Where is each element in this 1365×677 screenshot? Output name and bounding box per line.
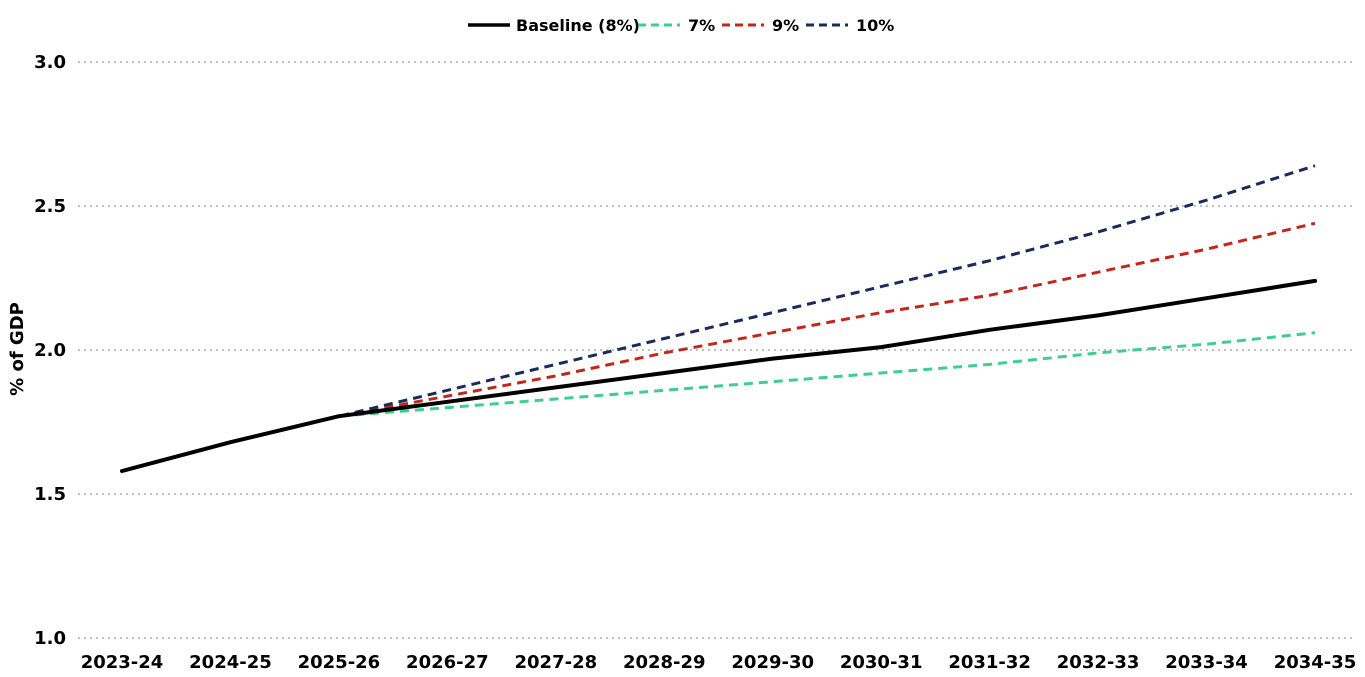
x-tick-label: 2026-27 [406, 652, 489, 673]
legend: Baseline (8%) 7% 9% 10% [468, 16, 894, 35]
x-tick-label: 2032-33 [1057, 652, 1140, 673]
series-line-7 [121, 331, 1316, 473]
x-tick-label: 2033-34 [1165, 652, 1248, 673]
series-lines [120, 164, 1317, 473]
x-tick-label: 2025-26 [298, 652, 381, 673]
x-tick-label: 2023-24 [81, 652, 164, 673]
x-tick-label: 2034-35 [1274, 652, 1357, 673]
x-tick-label: 2030-31 [840, 652, 923, 673]
series-line-9 [121, 221, 1316, 473]
series-line-10 [121, 164, 1316, 473]
y-tick-label: 2.5 [34, 196, 66, 217]
y-axis-label: % of GDP [7, 302, 28, 396]
y-tick-label: 2.0 [34, 340, 66, 361]
y-tick-label: 1.0 [34, 628, 66, 649]
legend-label: 10% [856, 16, 894, 35]
series-line-baseline-8 [120, 278, 1317, 473]
legend-label: 9% [772, 16, 799, 35]
x-axis-tick-labels: 2023-24 2024-25 2025-26 2026-27 2027-28 2028-… [81, 652, 1357, 673]
x-tick-label: 2024-25 [189, 652, 272, 673]
x-tick-label: 2029-30 [731, 652, 814, 673]
x-tick-label: 2028-29 [623, 652, 706, 673]
y-axis-tick-labels: 1.0 1.5 2.0 2.5 3.0 [34, 52, 66, 649]
y-gridlines [78, 61, 1352, 639]
y-tick-label: 3.0 [34, 52, 66, 73]
x-tick-label: 2027-28 [515, 652, 598, 673]
y-tick-label: 1.5 [34, 484, 66, 505]
x-tick-label: 2031-32 [948, 652, 1031, 673]
legend-label: Baseline (8%) [516, 16, 640, 35]
legend-label: 7% [688, 16, 715, 35]
